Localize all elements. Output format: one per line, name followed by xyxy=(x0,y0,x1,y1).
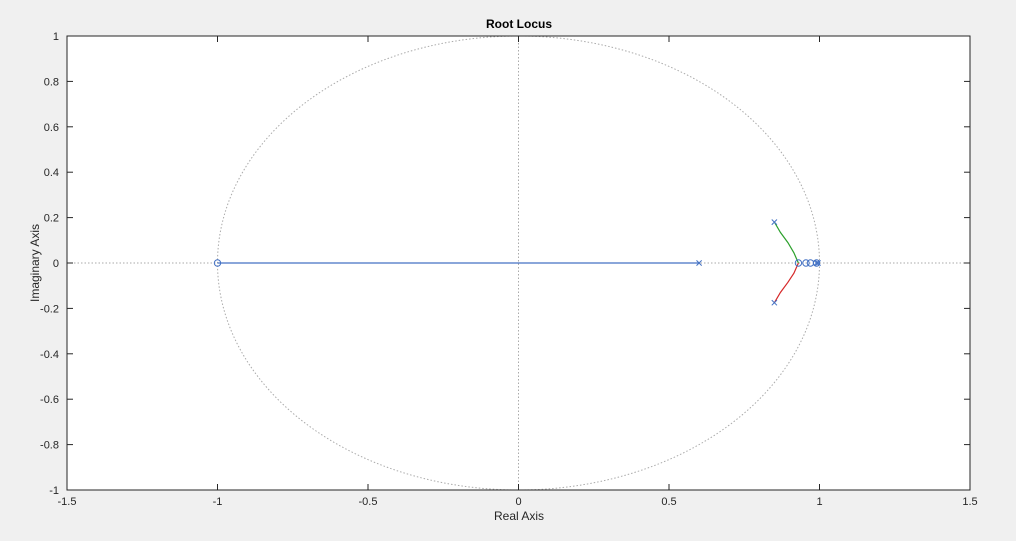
zero-marker-2 xyxy=(794,259,803,267)
x-tick-label: 0 xyxy=(515,496,521,508)
y-tick-label: 0.8 xyxy=(44,76,59,88)
chart-title: Root Locus xyxy=(486,17,552,31)
pole-marker-4 xyxy=(813,260,820,266)
x-tick-label: -1.5 xyxy=(58,496,77,508)
x-tick-label: -1 xyxy=(213,496,223,508)
y-axis-label: Imaginary Axis xyxy=(28,224,42,302)
pole-marker-stroke xyxy=(771,219,778,226)
pole-marker-stroke xyxy=(813,260,820,266)
y-tick-label: 0.2 xyxy=(44,213,59,225)
zero-marker-1 xyxy=(213,259,222,267)
x-tick-label: 1 xyxy=(816,496,822,508)
y-tick-label: -0.8 xyxy=(40,440,59,452)
pole-marker-stroke xyxy=(696,260,703,266)
pole-marker-3 xyxy=(771,299,778,306)
zero-marker-5 xyxy=(812,259,821,267)
pole-marker-5 xyxy=(815,260,821,266)
x-tick-label: 0.5 xyxy=(661,496,676,508)
y-tick-label: -0.6 xyxy=(40,394,59,406)
y-tick-label: 0.4 xyxy=(44,167,59,179)
y-tick-label: 0 xyxy=(53,258,59,270)
x-tick-label: -0.5 xyxy=(359,496,378,508)
ticks-layer: -1.5 -1 -0.5 0 0.5 1 1.5-1-0.8-0.6-0.4-0.200.2… xyxy=(40,31,978,508)
y-tick-label: -0.4 xyxy=(40,349,59,361)
pole-marker-stroke xyxy=(815,260,821,266)
x-tick-label: 1.5 xyxy=(962,496,977,508)
pole-marker-stroke xyxy=(771,299,778,306)
pole-marker-2 xyxy=(771,219,778,226)
x-axis-label: Real Axis xyxy=(494,509,544,523)
zero-marker-3 xyxy=(802,259,810,267)
y-tick-label: -1 xyxy=(49,485,59,497)
pole-marker-1 xyxy=(696,260,703,266)
y-tick-label: -0.2 xyxy=(40,303,59,315)
markers-layer xyxy=(213,219,821,306)
y-tick-label: 0.6 xyxy=(44,122,59,134)
y-tick-label: 1 xyxy=(53,31,59,43)
